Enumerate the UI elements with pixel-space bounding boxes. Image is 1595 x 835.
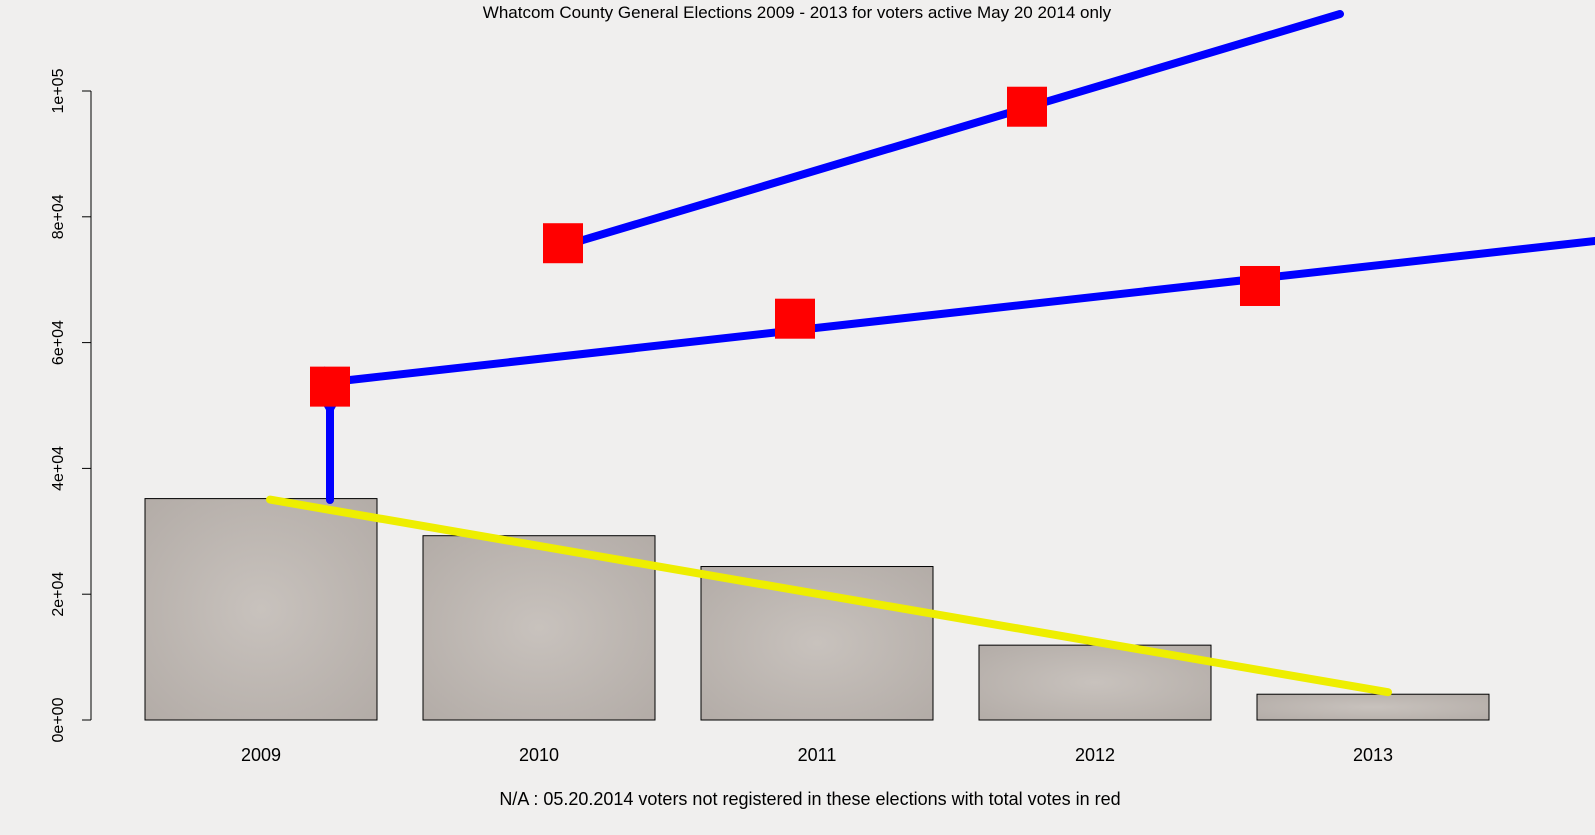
chart-title: Whatcom County General Elections 2009 - … bbox=[483, 3, 1112, 22]
annotations bbox=[266, 10, 1595, 697]
x-category-labels: 2009 2010 2011 2012 2013 bbox=[241, 745, 1393, 765]
x-axis-label: N/A : 05.20.2014 voters not registered i… bbox=[499, 789, 1120, 809]
bars bbox=[144, 498, 1490, 721]
bar bbox=[700, 566, 934, 721]
x-category-label: 2010 bbox=[519, 745, 559, 765]
y-axis: 0e+00 2e+04 4e+04 6e+04 8e+04 1e+05 bbox=[50, 68, 92, 742]
y-tick-label: 8e+04 bbox=[50, 194, 67, 239]
bar bbox=[1256, 693, 1490, 721]
points bbox=[310, 86, 1280, 407]
y-tick-label: 0e+00 bbox=[50, 697, 67, 742]
y-tick-label: 1e+05 bbox=[50, 68, 67, 113]
point bbox=[775, 298, 815, 339]
point bbox=[1240, 265, 1280, 306]
y-tick-label: 6e+04 bbox=[50, 320, 67, 365]
x-category-label: 2011 bbox=[798, 745, 837, 765]
point bbox=[310, 366, 350, 407]
trend-line bbox=[266, 495, 1392, 697]
x-category-label: 2012 bbox=[1075, 745, 1115, 765]
x-category-label: 2013 bbox=[1353, 745, 1393, 765]
y-tick-label: 2e+04 bbox=[50, 572, 67, 617]
bar bbox=[144, 498, 378, 721]
point bbox=[543, 223, 583, 264]
y-tick-label: 4e+04 bbox=[50, 446, 67, 491]
x-category-label: 2009 bbox=[241, 745, 281, 765]
point bbox=[1007, 86, 1047, 127]
bar bbox=[422, 535, 656, 721]
blue-arrow bbox=[344, 237, 1595, 381]
blue-arrow bbox=[579, 10, 1344, 241]
